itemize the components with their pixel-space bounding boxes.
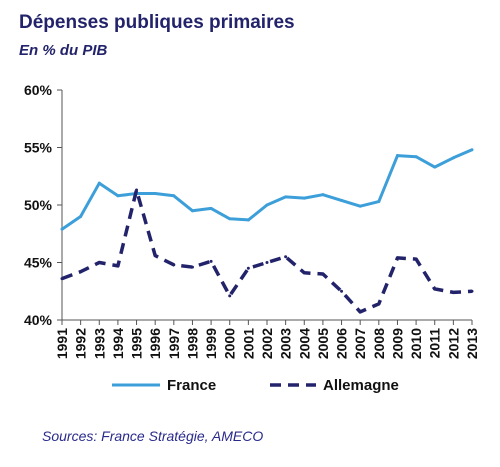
x-tick-label: 2004 [296, 328, 312, 359]
x-tick-label: 2012 [445, 328, 461, 359]
data-point-allemagne [135, 188, 139, 192]
data-point-france [190, 209, 194, 213]
data-point-france [302, 196, 306, 200]
data-point-france [116, 194, 120, 198]
x-tick-label: 2010 [408, 328, 424, 359]
data-point-france [153, 192, 157, 195]
data-point-allemagne [377, 302, 381, 306]
data-point-france [321, 193, 325, 197]
data-point-france [246, 218, 250, 222]
x-tick-label: 2002 [259, 328, 275, 359]
x-tick-label: 2006 [334, 328, 350, 359]
data-point-allemagne [451, 290, 455, 294]
data-point-france [209, 206, 213, 210]
data-point-france [395, 154, 399, 158]
data-point-france [79, 215, 83, 218]
data-point-france [470, 148, 474, 152]
data-point-france [377, 200, 381, 204]
data-point-allemagne [321, 272, 325, 276]
data-point-allemagne [228, 294, 232, 298]
data-point-allemagne [116, 264, 120, 268]
data-point-france [358, 204, 362, 208]
x-tick-label: 1995 [129, 328, 145, 359]
data-point-france [265, 203, 269, 207]
series-line-france [61, 148, 473, 231]
x-tick-label: 1992 [73, 328, 89, 359]
data-point-allemagne [470, 289, 474, 293]
data-point-allemagne [209, 259, 213, 263]
chart-source: Sources: France Stratégie, AMECO [42, 428, 264, 444]
x-tick-label: 1993 [91, 328, 107, 359]
data-point-france [60, 227, 64, 231]
data-point-allemagne [190, 265, 194, 269]
data-point-allemagne [246, 266, 250, 270]
data-point-france [228, 217, 232, 221]
data-point-allemagne [153, 254, 157, 258]
y-tick-label: 60% [24, 82, 53, 98]
data-point-allemagne [395, 256, 399, 260]
data-point-allemagne [302, 271, 306, 275]
x-tick-label: 1999 [203, 328, 219, 359]
x-tick-label: 1994 [110, 328, 126, 359]
legend-label-allemagne: Allemagne [323, 377, 399, 394]
data-point-france [172, 194, 176, 198]
data-point-france [340, 198, 344, 202]
data-point-allemagne [414, 257, 418, 261]
x-tick-label: 2007 [352, 328, 368, 359]
y-tick-label: 40% [24, 312, 53, 328]
series-line-allemagne [61, 188, 473, 314]
x-tick-label: 2001 [240, 328, 256, 359]
x-tick-label: 1996 [147, 328, 163, 359]
data-point-allemagne [340, 289, 344, 293]
x-tick-label: 1998 [184, 328, 200, 359]
y-tick-label: 50% [24, 197, 53, 213]
y-tick-label: 55% [24, 140, 53, 156]
chart-subtitle: En % du PIB [19, 42, 108, 59]
data-point-france [414, 155, 418, 159]
x-tick-label: 1997 [166, 328, 182, 359]
x-tick-label: 2003 [278, 328, 294, 359]
data-point-allemagne [265, 261, 269, 264]
data-point-france [451, 156, 455, 160]
data-point-allemagne [358, 310, 362, 314]
data-point-france [433, 165, 437, 169]
x-tick-label: 1991 [54, 328, 70, 359]
legend-label-france: France [167, 377, 216, 394]
data-point-allemagne [79, 270, 83, 274]
x-tick-label: 2005 [315, 328, 331, 359]
x-tick-label: 2013 [464, 328, 480, 359]
x-tick-label: 2011 [427, 328, 443, 359]
y-tick-label: 45% [24, 255, 53, 271]
chart-title: Dépenses publiques primaires [19, 12, 295, 33]
data-point-allemagne [284, 255, 288, 259]
x-tick-label: 2008 [371, 328, 387, 359]
x-tick-label: 2009 [389, 328, 405, 359]
x-tick-label: 2000 [222, 328, 238, 359]
data-point-france [284, 195, 288, 199]
data-point-allemagne [97, 261, 101, 264]
data-point-allemagne [433, 287, 437, 291]
data-point-france [97, 181, 101, 185]
data-point-allemagne [172, 263, 176, 267]
data-point-allemagne [60, 277, 64, 281]
